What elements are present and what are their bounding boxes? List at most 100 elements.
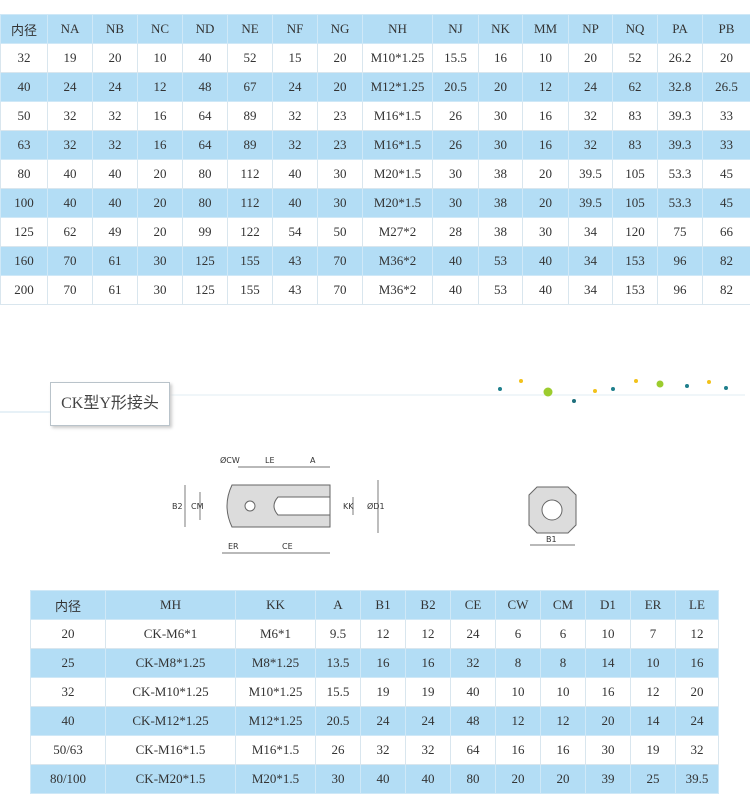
table-cell: 9.5: [315, 619, 361, 649]
table-cell: 12: [405, 619, 451, 649]
table-cell: 30: [432, 188, 479, 218]
table-cell: 20: [675, 677, 719, 707]
table-cell: 40: [405, 764, 451, 794]
table-cell: 122: [227, 217, 273, 247]
table-cell: M20*1.5: [362, 159, 433, 189]
table-cell: 20: [585, 706, 631, 736]
table-cell: CK-M6*1: [105, 619, 236, 649]
table-cell: 24: [360, 706, 406, 736]
table-cell: ER: [630, 590, 676, 620]
table-cell: D1: [585, 590, 631, 620]
table-cell: 80: [182, 159, 228, 189]
dim-label: LE: [265, 456, 275, 465]
table-cell: 32: [272, 101, 318, 131]
table-cell: 40: [450, 677, 496, 707]
table-cell: 32: [30, 677, 106, 707]
table-cell: 12: [495, 706, 541, 736]
dim-label: ER: [228, 542, 239, 551]
table-cell: M16*1.5: [362, 130, 433, 160]
table-cell: 20: [702, 43, 750, 73]
table-cell: 16: [675, 648, 719, 678]
table-cell: 40: [522, 275, 569, 305]
table-cell: CK-M16*1.5: [105, 735, 236, 765]
table-cell: 10: [585, 619, 631, 649]
table-cell: 19: [360, 677, 406, 707]
dim-label: B2: [172, 502, 183, 511]
table-cell: 105: [612, 159, 658, 189]
table-row: 32 CK-M10*1.25 M10*1.25 15.5 19 19 40 10 10 16 12 2…: [30, 677, 719, 707]
table-cell: 100: [0, 188, 48, 218]
table-cell: 52: [227, 43, 273, 73]
table-cell: 50/63: [30, 735, 106, 765]
table-row: 100 40 40 20 80 112 40 30 M20*1.5 30 38 20 39.5 105 53…: [0, 188, 750, 218]
table-cell: 10: [137, 43, 183, 73]
table-cell: 12: [540, 706, 586, 736]
table-cell: 40: [92, 188, 138, 218]
table-cell: 112: [227, 188, 273, 218]
table-cell: 30: [137, 275, 183, 305]
table-cell: 10: [630, 648, 676, 678]
table-cell: 20: [137, 217, 183, 247]
dim-label: CM: [191, 502, 204, 511]
table-cell: 39.5: [568, 159, 613, 189]
table-cell: 15.5: [315, 677, 361, 707]
table-cell: 32: [360, 735, 406, 765]
table-cell: 30: [315, 764, 361, 794]
table-cell: 6: [495, 619, 541, 649]
table-row: 50/63 CK-M16*1.5 M16*1.5 26 32 32 64 16 16 30 19 32: [30, 735, 719, 765]
table-cell: 70: [47, 275, 93, 305]
table-cell: 20: [137, 188, 183, 218]
table-cell: 48: [450, 706, 496, 736]
dimension-lines: [184, 466, 575, 554]
table-cell: CW: [495, 590, 541, 620]
table-row: 50 32 32 16 64 89 32 23 M16*1.5 26 30 16 32 83 39.3 33: [0, 101, 750, 131]
dim-label: B1: [546, 535, 557, 544]
dim-label: KK: [343, 502, 354, 511]
table-cell: 32: [0, 43, 48, 73]
table-cell: 30: [137, 246, 183, 276]
table-cell: 20: [92, 43, 138, 73]
table-cell: M10*1.25: [235, 677, 316, 707]
table-cell: NG: [317, 14, 363, 44]
table-cell: 12: [360, 619, 406, 649]
table-cell: NF: [272, 14, 318, 44]
diagram: ØCW LE A B2 CM KK ØD1 ER CE B1: [172, 455, 577, 554]
table-cell: 30: [585, 735, 631, 765]
table-row: 25 CK-M8*1.25 M8*1.25 13.5 16 16 32 8 8 14 10 16: [30, 648, 719, 678]
table-cell: 16: [540, 735, 586, 765]
table-cell: NE: [227, 14, 273, 44]
table-cell: 32: [92, 130, 138, 160]
table-cell: 26: [315, 735, 361, 765]
table-cell: 12: [630, 677, 676, 707]
table-cell: M8*1.25: [235, 648, 316, 678]
table-cell: 20: [495, 764, 541, 794]
table-cell: 40: [92, 159, 138, 189]
table-cell: 33: [702, 101, 750, 131]
table-cell: 15: [272, 43, 318, 73]
table-cell: 96: [657, 246, 703, 276]
table-cell: 32: [272, 130, 318, 160]
table-cell: 25: [30, 648, 106, 678]
table-cell: 89: [227, 101, 273, 131]
table-cell: 8: [540, 648, 586, 678]
table-cell: 52: [612, 43, 658, 73]
table-cell: 50: [0, 101, 48, 131]
dim-label: A: [310, 456, 316, 465]
table-cell: 125: [182, 246, 228, 276]
table-cell: 40: [432, 246, 479, 276]
table-cell: 99: [182, 217, 228, 247]
table-cell: 38: [478, 188, 523, 218]
table-cell: 80/100: [30, 764, 106, 794]
dim-label: CE: [282, 542, 293, 551]
table-cell: 40: [0, 72, 48, 102]
table-row: 40 CK-M12*1.25 M12*1.25 20.5 24 24 48 12 12 20 14 2…: [30, 706, 719, 736]
table-cell: 54: [272, 217, 318, 247]
table-cell: 32: [405, 735, 451, 765]
table-cell: CK-M12*1.25: [105, 706, 236, 736]
table-cell: 26: [432, 130, 479, 160]
table-cell: 64: [182, 130, 228, 160]
table-cell: 40: [30, 706, 106, 736]
table-cell: 45: [702, 188, 750, 218]
section-title: CK型Y形接头: [50, 382, 170, 426]
table-cell: 8: [495, 648, 541, 678]
